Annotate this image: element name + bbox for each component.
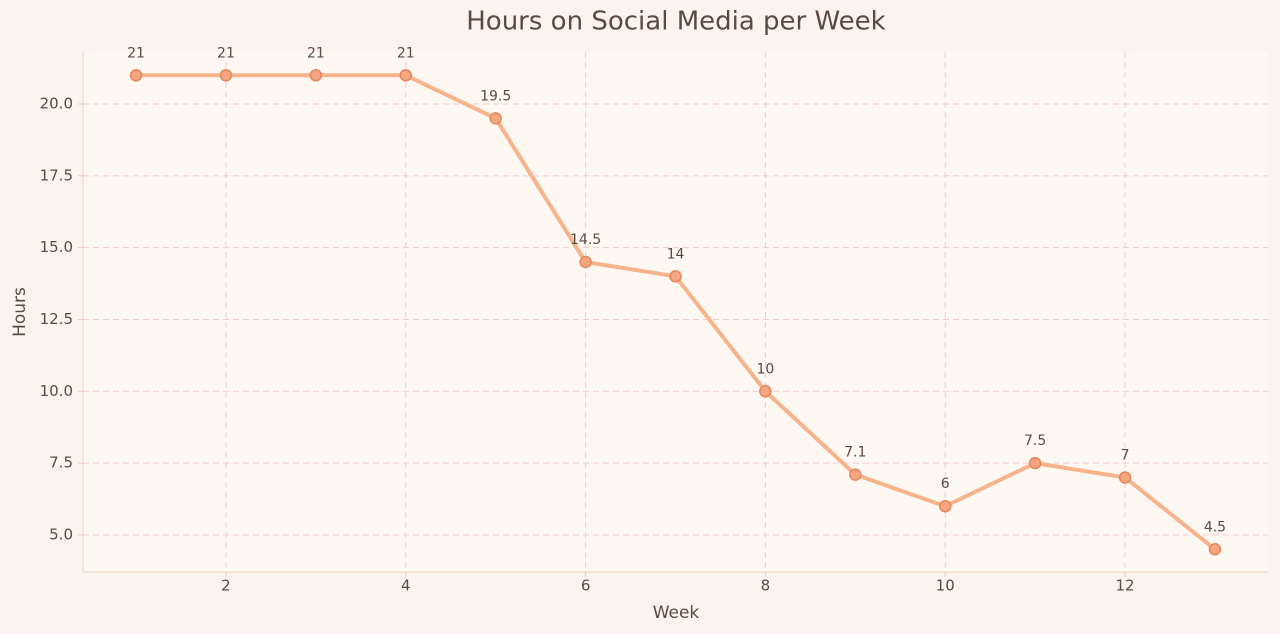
data-label: 21 <box>307 45 325 61</box>
x-tick-label: 12 <box>1115 577 1134 595</box>
y-tick-label: 10.0 <box>40 382 73 400</box>
plot-area <box>83 52 1268 572</box>
x-tick-label: 6 <box>581 577 591 595</box>
data-label: 21 <box>397 45 415 61</box>
y-tick-label: 17.5 <box>40 166 73 184</box>
y-tick-label: 5.0 <box>49 525 73 543</box>
point <box>849 468 862 481</box>
y-tick-label: 20.0 <box>40 95 73 113</box>
point <box>938 499 952 513</box>
point <box>129 69 143 82</box>
x-tick-label: 4 <box>401 577 411 595</box>
y-tick-label: 12.5 <box>40 310 73 328</box>
data-label: 21 <box>127 45 145 61</box>
point <box>579 255 592 269</box>
data-label: 10 <box>756 361 774 377</box>
y-tick-label: 15.0 <box>40 238 73 256</box>
data-label: 21 <box>217 45 235 61</box>
data-label: 7 <box>1121 447 1130 463</box>
x-tick-label: 2 <box>221 577 231 595</box>
data-label: 19.5 <box>480 88 511 104</box>
point <box>219 69 233 82</box>
chart-title: Hours on Social Media per Week <box>466 7 885 37</box>
x-tick-label: 8 <box>761 577 771 595</box>
x-axis-label: Week <box>653 603 700 623</box>
x-tick-label: 10 <box>936 577 955 595</box>
point <box>309 69 323 82</box>
point <box>399 69 413 82</box>
point <box>489 112 502 125</box>
point <box>1118 471 1132 484</box>
data-label: 14 <box>667 246 685 262</box>
data-label: 7.5 <box>1024 433 1046 449</box>
data-label: 4.5 <box>1204 519 1226 535</box>
point <box>669 270 682 283</box>
data-label: 7.1 <box>844 445 866 461</box>
y-tick-label: 7.5 <box>49 454 73 472</box>
point <box>1208 543 1222 556</box>
point <box>1028 456 1042 470</box>
point <box>759 385 772 398</box>
data-label: 14.5 <box>570 232 601 248</box>
y-axis-label: Hours <box>10 287 30 337</box>
data-label: 6 <box>941 476 950 492</box>
